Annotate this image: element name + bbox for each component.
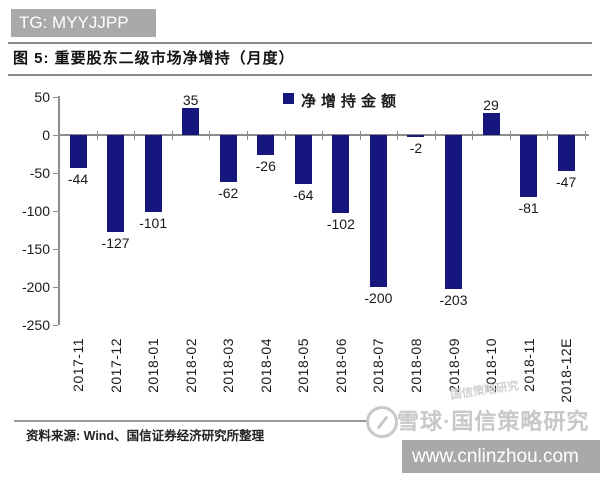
x-tick-mark [209,131,211,140]
x-tick-mark [434,131,436,140]
footer-divider [14,420,368,422]
bottom-banner-url: www.cnlinzhou.com [412,446,579,467]
bar-value-label: -62 [218,185,239,202]
y-tick-label: -150 [21,241,50,257]
y-tick-label: -200 [21,279,50,295]
bar-value-label: -127 [101,234,130,251]
x-tick-mark [284,131,286,140]
y-axis-line [58,96,60,325]
x-tick-mark [397,131,399,140]
bar [294,135,312,184]
bottom-banner: www.cnlinzhou.com [402,440,600,473]
x-axis-line [58,134,589,136]
bar [407,135,425,137]
bar-value-label: -102 [326,215,355,232]
logo-slash-mark [376,415,388,429]
bar [482,112,500,135]
x-tick-label: 2018-01 [145,338,162,393]
x-tick-label: 2018-11 [520,338,537,392]
bar-value-label: -81 [518,199,539,216]
y-tick-label: 50 [34,89,50,105]
bar-value-label: 35 [182,92,199,109]
source-note: 资料来源: Wind、国信证券经济研究所整理 [26,429,265,443]
x-tick-mark [359,131,361,140]
x-tick-label: 2018-08 [407,338,424,393]
figure-title: 图 5: 重要股东二级市场净增持（月度） [13,50,295,67]
x-tick-mark [246,131,248,140]
header-divider-bottom [8,74,592,76]
x-tick-mark [171,131,173,140]
y-tick-mark [53,96,58,98]
bar-value-label: 29 [483,96,499,113]
bar [107,135,125,232]
bar-value-label: -2 [409,139,423,156]
bar-value-label: -44 [67,171,89,188]
x-tick-label: 2017-12 [107,338,124,393]
bar [445,135,462,290]
bar [182,108,200,135]
x-tick-label: 2018-12E [558,338,575,403]
watermark-brand-text: 雪球·国信策略研究 [397,409,590,434]
y-tick-mark [53,324,58,326]
x-tick-mark [584,131,586,140]
bar-value-label: -47 [556,173,577,190]
x-tick-mark [322,131,324,140]
x-tick-label: 2018-03 [220,338,237,393]
y-tick-mark [53,286,58,288]
x-tick-label: 2018-02 [182,338,199,393]
x-tick-label: 2017-11 [70,338,86,392]
bar [369,135,387,287]
y-tick-label: 0 [42,127,50,143]
y-tick-label: -100 [21,203,50,219]
bar [557,135,575,171]
x-tick-mark [547,131,549,140]
bar-value-label: -203 [439,292,468,309]
x-tick-mark [59,131,61,140]
bar [257,135,275,155]
y-tick-mark [53,248,58,250]
bar-value-label: -200 [364,290,393,306]
legend-label: 净增持金额 [301,93,402,110]
xueqiu-logo-icon [366,406,398,438]
y-tick-label: -250 [21,317,50,333]
x-tick-label: 2018-07 [370,338,387,393]
x-tick-label: 2018-06 [332,338,349,393]
top-banner: TG: MYYJJPP [11,9,156,37]
bar-value-label: -64 [293,186,314,203]
legend-swatch [283,93,294,104]
y-tick-mark [53,134,58,136]
bar [69,135,87,169]
bar-value-label: -101 [139,214,168,231]
y-tick-label: -50 [29,165,50,181]
bar [219,135,237,183]
x-tick-label: 2018-04 [257,338,274,393]
bar [144,135,162,212]
x-tick-label: 2018-05 [295,338,312,393]
header-divider-top [8,42,592,44]
x-tick-mark [134,131,136,140]
top-banner-text: TG: MYYJJPP [19,13,129,32]
bar [332,135,350,213]
y-tick-mark [53,172,58,174]
x-tick-mark [472,131,474,140]
chart-legend: 净增持金额 [283,90,401,111]
y-tick-mark [53,210,58,212]
x-tick-mark [509,131,511,140]
bar [520,135,538,197]
bar-value-label: -26 [255,157,276,174]
x-tick-mark [96,131,98,140]
